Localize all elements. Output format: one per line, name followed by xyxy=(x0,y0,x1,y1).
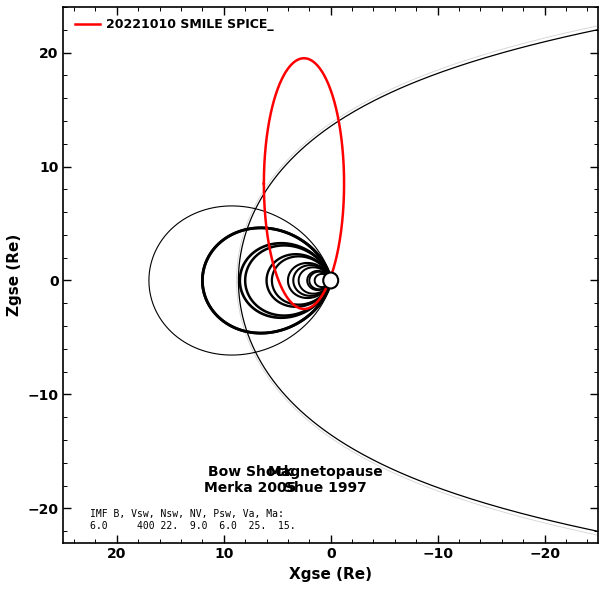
Legend: 20221010 SMILE SPICE_: 20221010 SMILE SPICE_ xyxy=(70,13,278,36)
Text: Bow Shock
Merka 2005: Bow Shock Merka 2005 xyxy=(204,465,296,495)
Text: IMF B, Vsw, Nsw, NV, Psw, Va, Ma:
6.0     400 22.  9.0  6.0  25.  15.: IMF B, Vsw, Nsw, NV, Psw, Va, Ma: 6.0 40… xyxy=(90,509,296,531)
Circle shape xyxy=(323,273,338,289)
Text: Magnetopause
Shue 1997: Magnetopause Shue 1997 xyxy=(267,465,383,495)
Y-axis label: Zgse (Re): Zgse (Re) xyxy=(7,234,22,316)
X-axis label: Xgse (Re): Xgse (Re) xyxy=(289,567,372,582)
